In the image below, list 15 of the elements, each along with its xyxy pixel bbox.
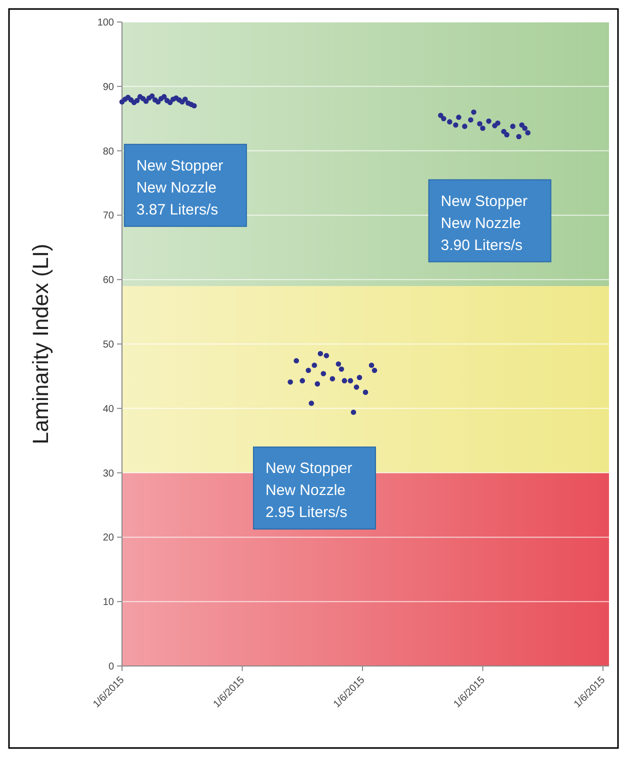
y-tick-label: 40 xyxy=(102,404,114,415)
y-tick-label: 30 xyxy=(102,468,114,480)
y-tick-label: 50 xyxy=(102,340,114,350)
y-tick-label: 20 xyxy=(102,532,114,544)
y-tick-label: 100 xyxy=(97,18,114,28)
y-tick-label: 70 xyxy=(102,210,114,222)
y-tick-label: 80 xyxy=(102,146,114,158)
y-tick-label: 90 xyxy=(102,82,114,93)
y-tick-label: 60 xyxy=(102,275,114,286)
annotation: New Stopper New Nozzle 3.90 Liters/s xyxy=(440,192,528,254)
y-tick-label: 10 xyxy=(102,597,114,608)
annotation: New Stopper New Nozzle 3.87 Liters/s xyxy=(136,157,224,218)
y-tick-label: 0 xyxy=(108,662,114,672)
y-axis-title: Laminarity Index (LI) xyxy=(28,244,53,444)
annotation: New Stopper New Nozzle 2.95 Liters/s xyxy=(265,460,352,522)
